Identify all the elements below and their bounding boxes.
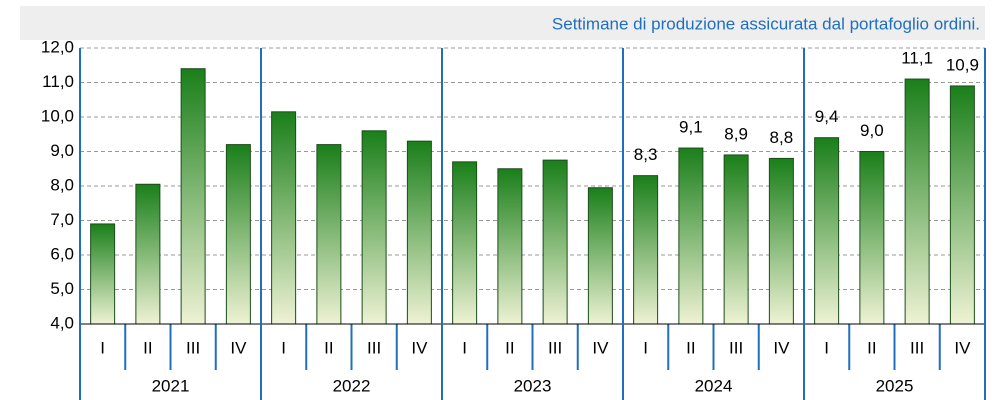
bar xyxy=(587,187,613,325)
x-tick-label: I xyxy=(281,338,286,357)
data-label: 11,1 xyxy=(901,49,933,68)
x-tick-label: II xyxy=(324,338,333,357)
x-tick-label: II xyxy=(867,338,876,357)
data-label: 8,9 xyxy=(724,124,748,143)
bar xyxy=(271,111,297,325)
y-tick-label: 10,0 xyxy=(41,106,74,125)
bar xyxy=(316,144,342,325)
bar xyxy=(225,144,251,325)
bar xyxy=(542,159,568,325)
x-tick-label: IV xyxy=(411,338,428,357)
bar xyxy=(814,137,840,325)
title-band xyxy=(20,6,985,40)
chart-title: Settimane di produzione assicurata dal p… xyxy=(552,14,980,33)
group-label: 2022 xyxy=(333,376,371,395)
x-tick-label: I xyxy=(462,338,467,357)
bar xyxy=(452,161,478,325)
bar xyxy=(678,147,704,325)
bar xyxy=(949,85,975,325)
x-tick-label: IV xyxy=(230,338,247,357)
x-tick-label: III xyxy=(910,338,924,357)
x-tick-label: I xyxy=(824,338,829,357)
bar xyxy=(633,175,659,325)
bar xyxy=(90,223,116,325)
group-label: 2021 xyxy=(152,376,190,395)
bar xyxy=(135,183,161,325)
group-label: 2025 xyxy=(876,376,914,395)
bar xyxy=(768,157,794,325)
x-tick-label: I xyxy=(643,338,648,357)
x-tick-label: III xyxy=(729,338,743,357)
bar xyxy=(904,78,930,325)
y-tick-label: 6,0 xyxy=(50,244,74,263)
bar xyxy=(180,68,206,325)
x-tick-label: II xyxy=(505,338,514,357)
x-tick-label: I xyxy=(100,338,105,357)
y-tick-label: 12,0 xyxy=(41,37,74,56)
bar xyxy=(361,130,387,325)
data-label: 9,1 xyxy=(679,118,703,137)
y-tick-label: 4,0 xyxy=(50,313,74,332)
x-tick-label: II xyxy=(686,338,695,357)
x-tick-label: III xyxy=(186,338,200,357)
y-tick-label: 9,0 xyxy=(50,141,74,160)
bar xyxy=(406,140,432,325)
y-tick-label: 5,0 xyxy=(50,279,74,298)
data-label: 9,0 xyxy=(860,121,884,140)
group-label: 2023 xyxy=(514,376,552,395)
data-label: 10,9 xyxy=(946,55,979,74)
x-tick-label: III xyxy=(548,338,562,357)
x-tick-label: IV xyxy=(954,338,971,357)
y-tick-label: 11,0 xyxy=(42,72,74,91)
x-tick-label: IV xyxy=(773,338,790,357)
bar xyxy=(497,168,523,325)
y-tick-label: 7,0 xyxy=(50,210,74,229)
y-tick-label: 8,0 xyxy=(50,175,74,194)
bar xyxy=(723,154,749,325)
data-label: 8,3 xyxy=(634,145,658,164)
bar xyxy=(859,151,885,325)
x-tick-label: II xyxy=(143,338,152,357)
x-tick-label: III xyxy=(367,338,381,357)
data-label: 9,4 xyxy=(815,107,839,126)
group-label: 2024 xyxy=(695,376,733,395)
x-tick-label: IV xyxy=(592,338,609,357)
data-label: 8,8 xyxy=(770,128,794,147)
